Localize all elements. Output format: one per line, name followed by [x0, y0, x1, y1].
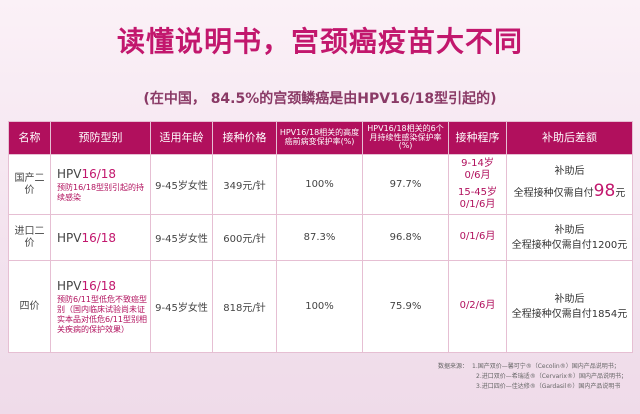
vaccine-name: 四价 [8, 260, 51, 353]
table-header-row: 名称 预防型别 适用年龄 接种价格 HPV16/18相关的高度癌前病变保护率(%… [8, 121, 633, 155]
header-price: 接种价格 [212, 121, 277, 155]
cin-rate-cell: 100% [276, 154, 363, 215]
source-item: 2.进口双价—希瑞适®（Cervarix®）国内产品说明书； [476, 373, 627, 380]
header-age: 适用年龄 [150, 121, 213, 155]
header-type: 预防型别 [50, 121, 151, 155]
header-persist-rate: HPV16/18相关的6个月持续性感染保护率(%) [362, 121, 449, 155]
comparison-table: 名称 预防型别 适用年龄 接种价格 HPV16/18相关的高度癌前病变保护率(%… [8, 121, 633, 353]
cin-rate-cell: 100% [276, 260, 363, 353]
persist-rate-cell: 97.7% [362, 154, 449, 215]
price-cell: 349元/针 [212, 154, 277, 215]
cin-rate-cell: 87.3% [276, 214, 363, 261]
hpv-type: HPV16/18 [57, 166, 117, 181]
schedule-cell: 0/2/6月 [448, 260, 507, 353]
table-row: 国产二价 HPV16/18 预防16/18型别引起的持续感染 9-45岁女性 3… [8, 154, 633, 215]
vaccine-name: 国产二价 [8, 154, 51, 215]
persist-rate-cell: 75.9% [362, 260, 449, 353]
vaccine-type-cell: HPV16/18 预防6/11型低危不致癌型别（国内临床试验尚未证实本品对低危6… [50, 260, 151, 353]
subsidy-cell: 补助后 全程接种仅需自付1200元 [506, 214, 633, 261]
schedule-cell: 9-14岁 0/6月 15-45岁 0/1/6月 [448, 154, 507, 215]
data-sources: 数据来源： 1.国产双价—馨可宁®（Cecolin®）国内产品说明书； 2.进口双… [438, 362, 628, 392]
price-cell: 600元/针 [212, 214, 277, 261]
header-name: 名称 [8, 121, 51, 155]
table-row: 四价 HPV16/18 预防6/11型低危不致癌型别（国内临床试验尚未证实本品对… [8, 260, 633, 353]
subsidy-cell: 补助后 全程接种仅需自付98元 [506, 154, 633, 215]
hpv-type: HPV16/18 [57, 230, 117, 245]
vaccine-type-cell: HPV16/18 预防16/18型别引起的持续感染 [50, 154, 151, 215]
type-note: 预防16/18型别引起的持续感染 [57, 182, 145, 202]
persist-rate-cell: 96.8% [362, 214, 449, 261]
hpv-type: HPV16/18 [57, 278, 117, 293]
sources-label: 数据来源： [438, 363, 469, 370]
header-cin-rate: HPV16/18相关的高度癌前病变保护率(%) [276, 121, 363, 155]
header-subsidy: 补助后差额 [506, 121, 633, 155]
table-row: 进口二价 HPV16/18 9-45岁女性 600元/针 87.3% 96.8%… [8, 214, 633, 261]
age-cell: 9-45岁女性 [150, 214, 213, 261]
page-subtitle: (在中国， 84.5%的宫颈鳞癌是由HPV16/18型引起的) [143, 91, 497, 107]
page-title: 读懂说明书，宫颈癌疫苗大不同 [116, 25, 523, 58]
vaccine-type-cell: HPV16/18 [50, 214, 151, 261]
type-note: 预防6/11型低危不致癌型别（国内临床试验尚未证实本品对低危6/11型别相关疾病… [57, 294, 147, 334]
header-schedule: 接种程序 [448, 121, 507, 155]
age-cell: 9-45岁女性 [150, 154, 213, 215]
age-cell: 9-45岁女性 [150, 260, 213, 353]
source-item: 1.国产双价—馨可宁®（Cecolin®）国内产品说明书； [472, 363, 620, 370]
vaccine-name: 进口二价 [8, 214, 51, 261]
schedule-cell: 0/1/6月 [448, 214, 507, 261]
subsidy-cell: 补助后 全程接种仅需自付1854元 [506, 260, 633, 353]
source-item: 3.进口四价—佳达修®（Gardasil®）国内产品说明书 [476, 383, 621, 390]
price-cell: 818元/针 [212, 260, 277, 353]
